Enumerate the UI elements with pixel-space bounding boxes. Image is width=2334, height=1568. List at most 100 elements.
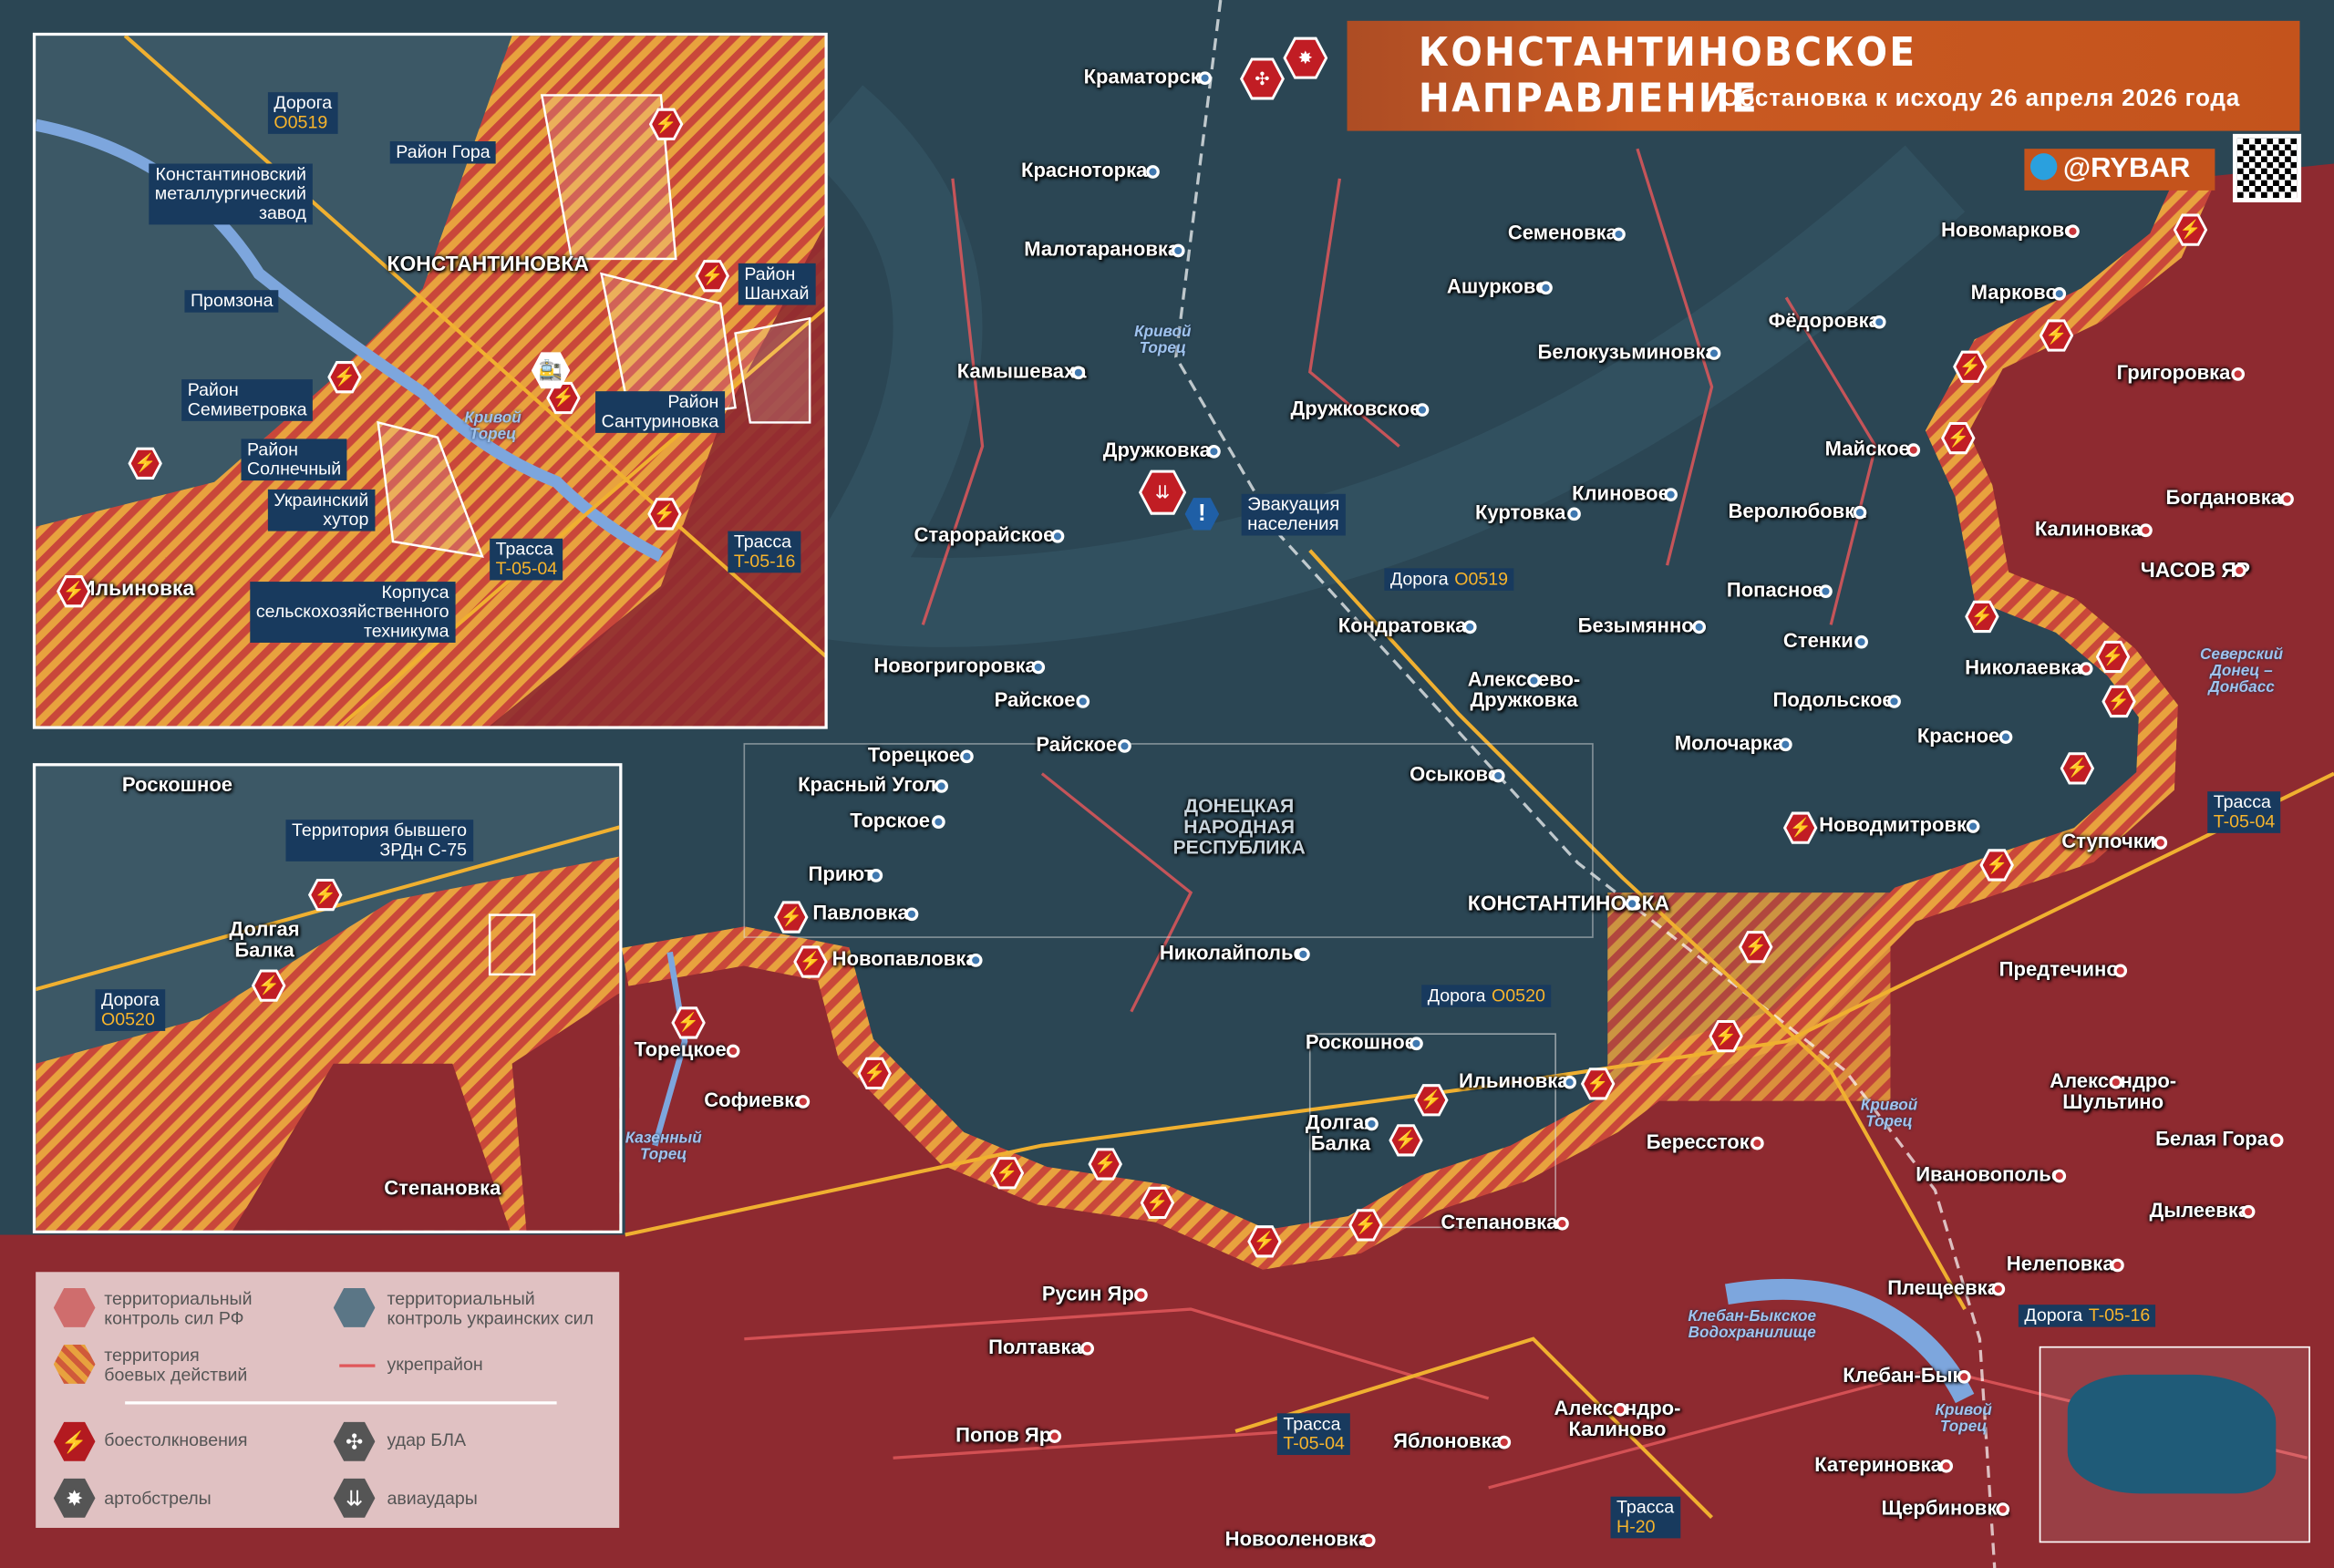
settlement-marker[interactable] xyxy=(1611,227,1626,242)
settlement-marker[interactable] xyxy=(2113,964,2128,978)
settlement-marker[interactable] xyxy=(1906,443,1921,457)
settlement-label: Малотарановка xyxy=(1024,238,1180,261)
clash-glyph: ⚡ xyxy=(860,1059,889,1087)
settlement-marker[interactable] xyxy=(1365,1117,1379,1131)
settlement-marker[interactable] xyxy=(1296,947,1310,962)
clash-icon: ⚡ xyxy=(1140,1186,1175,1220)
settlement-marker[interactable] xyxy=(1562,1075,1576,1089)
settlement-marker[interactable] xyxy=(1555,1216,1569,1231)
inset-callout: Константиновский металлургический завод xyxy=(149,163,313,225)
settlement-marker[interactable] xyxy=(2066,224,2081,239)
clash-glyph: ⚡ xyxy=(674,1009,703,1037)
settlement-marker[interactable] xyxy=(1613,1402,1627,1417)
clash-icon: ⚡ xyxy=(1709,1019,1743,1053)
settlement-marker[interactable] xyxy=(1492,769,1505,783)
settlement-label: Алексеево- Дружковка xyxy=(1467,667,1581,712)
evacuation-label: Эвакуация населения xyxy=(1241,493,1346,536)
settlement-marker[interactable] xyxy=(2110,1258,2124,1273)
settlement-marker[interactable] xyxy=(2138,523,2153,538)
settlement-marker[interactable] xyxy=(1567,507,1582,521)
settlement-label: Старорайское xyxy=(914,523,1055,546)
settlement-marker[interactable] xyxy=(1206,444,1221,459)
settlement-marker[interactable] xyxy=(1527,674,1541,687)
callout-text: Промзона xyxy=(190,290,274,312)
ua-control-hex-icon xyxy=(333,1287,376,1327)
settlement-marker[interactable] xyxy=(1819,584,1833,599)
settlement-marker[interactable] xyxy=(1996,1502,2010,1516)
settlement-label: Яблоновка xyxy=(1393,1429,1503,1452)
settlement-marker[interactable] xyxy=(2280,492,2294,506)
settlement-marker[interactable] xyxy=(968,954,982,967)
settlement-marker[interactable] xyxy=(1966,820,1980,833)
settlement-label: Осыково xyxy=(1410,763,1501,786)
clash-icon: ⚡ xyxy=(1738,931,1773,964)
settlement-marker[interactable] xyxy=(905,907,919,922)
settlement-marker[interactable] xyxy=(1692,620,1707,634)
settlement-marker[interactable] xyxy=(2242,1204,2257,1219)
settlement-marker[interactable] xyxy=(1626,897,1639,911)
settlement-marker[interactable] xyxy=(2079,662,2093,676)
settlement-marker[interactable] xyxy=(1664,488,1678,501)
clash-glyph: ⚡ xyxy=(2099,643,2128,671)
settlement-marker[interactable] xyxy=(1048,1429,1062,1443)
settlement-marker[interactable] xyxy=(1171,243,1185,258)
road-type: Дорога xyxy=(1427,985,1486,1006)
settlement-marker[interactable] xyxy=(1146,165,1161,179)
settlement-marker[interactable] xyxy=(2051,1169,2066,1183)
settlement-marker[interactable] xyxy=(797,1095,811,1109)
settlement-marker[interactable] xyxy=(727,1044,741,1058)
settlement-marker[interactable] xyxy=(1998,730,2013,744)
settlement-marker[interactable] xyxy=(2231,367,2246,381)
settlement-marker[interactable] xyxy=(1539,281,1554,295)
settlement-marker[interactable] xyxy=(934,779,948,793)
settlement-label: Торецкое xyxy=(867,743,961,767)
settlement-marker[interactable] xyxy=(1031,660,1046,675)
brand-badge[interactable]: @RYBAR xyxy=(2024,149,2215,191)
settlement-label: Калиновка xyxy=(2034,517,2143,541)
settlement-marker[interactable] xyxy=(1118,739,1131,753)
road-type: Дорога xyxy=(2024,1305,2083,1326)
inset-settlement-label: Ильиновка xyxy=(80,575,195,600)
settlement-marker[interactable] xyxy=(932,815,945,829)
settlement-marker[interactable] xyxy=(1990,1282,2005,1296)
settlement-marker[interactable] xyxy=(960,749,975,764)
settlement-label: Дылеевка xyxy=(2149,1199,2250,1222)
settlement-marker[interactable] xyxy=(1887,695,1901,708)
settlement-marker[interactable] xyxy=(1750,1136,1764,1150)
settlement-marker[interactable] xyxy=(1706,346,1720,360)
settlement-marker[interactable] xyxy=(1409,1037,1423,1051)
settlement-marker[interactable] xyxy=(2154,836,2168,850)
settlement-marker[interactable] xyxy=(1854,505,1867,520)
settlement-label: Райское xyxy=(994,688,1076,712)
clash-glyph: ⚡ xyxy=(1956,353,1985,380)
settlement-marker[interactable] xyxy=(868,869,883,882)
settlement-marker[interactable] xyxy=(1854,634,1868,649)
settlement-marker[interactable] xyxy=(1076,695,1090,708)
settlement-marker[interactable] xyxy=(2109,1075,2123,1089)
settlement-label: Клебан-Бык xyxy=(1843,1364,1963,1387)
settlement-marker[interactable] xyxy=(1134,1288,1149,1302)
settlement-marker[interactable] xyxy=(1778,738,1792,752)
settlement-label: Новопавловка xyxy=(831,947,977,970)
settlement-marker[interactable] xyxy=(2269,1133,2284,1148)
settlement-marker[interactable] xyxy=(1872,315,1886,329)
settlement-marker[interactable] xyxy=(1080,1341,1095,1356)
settlement-marker[interactable] xyxy=(1361,1533,1375,1548)
settlement-marker[interactable] xyxy=(1939,1459,1954,1473)
settlement-label: Софиевка xyxy=(704,1088,806,1112)
settlement-marker[interactable] xyxy=(2052,286,2067,301)
road-code: T-05-04 xyxy=(2213,810,2276,832)
settlement-marker[interactable] xyxy=(1957,1369,1971,1384)
settlement-marker[interactable] xyxy=(2233,563,2247,578)
settlement-label: Белая Гора xyxy=(2155,1127,2269,1150)
settlement-marker[interactable] xyxy=(1198,71,1212,86)
settlement-marker[interactable] xyxy=(1071,366,1086,380)
settlement-marker[interactable] xyxy=(1496,1435,1511,1449)
icon-glyph: ✸ xyxy=(1286,39,1326,77)
inset-callout: Территория бывшего ЗРДн С-75 xyxy=(285,820,473,861)
settlement-marker[interactable] xyxy=(1416,403,1430,417)
qr-code-icon[interactable] xyxy=(2232,133,2302,202)
clash-glyph: ⚡ xyxy=(2175,216,2205,243)
settlement-marker[interactable] xyxy=(1049,529,1064,543)
settlement-marker[interactable] xyxy=(1463,620,1478,634)
